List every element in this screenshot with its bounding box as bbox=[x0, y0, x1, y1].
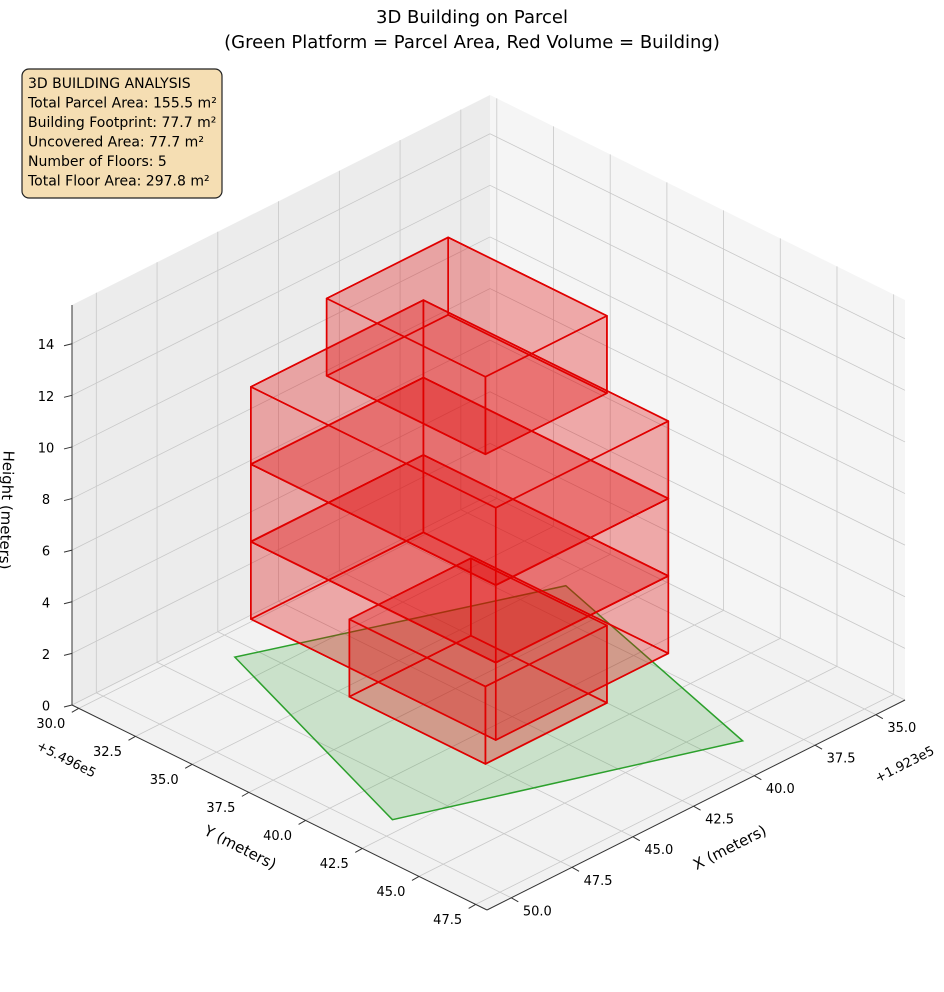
z-tick-label: 14 bbox=[38, 338, 55, 353]
grid-line bbox=[489, 288, 906, 494]
axis-line bbox=[71, 704, 488, 911]
grid-line bbox=[71, 184, 491, 396]
grid-line bbox=[71, 133, 491, 345]
grid-line bbox=[96, 692, 512, 899]
x-axis-label: X (meters) bbox=[690, 821, 769, 873]
x-offset: +1.923e5 bbox=[873, 744, 937, 787]
z-tick bbox=[63, 498, 73, 502]
grid-line bbox=[489, 133, 906, 340]
z-tick bbox=[63, 601, 73, 605]
grid-line bbox=[71, 236, 491, 448]
grid-line bbox=[489, 339, 906, 546]
axis-line bbox=[486, 699, 906, 911]
x-tick-label: 42.5 bbox=[705, 813, 734, 828]
y-tick bbox=[298, 819, 306, 825]
x-tick bbox=[693, 805, 701, 811]
grid-line bbox=[71, 391, 491, 603]
grid-line bbox=[489, 494, 906, 701]
grid-line bbox=[489, 184, 906, 391]
y-offset: +5.496e5 bbox=[34, 739, 98, 782]
x-tick-label: 45.0 bbox=[644, 843, 673, 858]
y-tick bbox=[128, 735, 136, 741]
info-line: Uncovered Area: 77.7 m² bbox=[28, 135, 204, 151]
info-line: Total Parcel Area: 155.5 m² bbox=[27, 96, 217, 112]
z-tick-label: 4 bbox=[42, 596, 50, 611]
y-tick-label: 30.0 bbox=[36, 717, 65, 732]
z-tick-label: 6 bbox=[42, 545, 50, 560]
right-pane bbox=[490, 95, 905, 700]
z-tick-label: 12 bbox=[38, 390, 55, 405]
parcel bbox=[233, 584, 745, 821]
x-tick-label: 37.5 bbox=[827, 752, 856, 767]
left-pane bbox=[72, 95, 490, 705]
x-tick bbox=[875, 714, 884, 720]
z-tick-label: 2 bbox=[42, 648, 50, 663]
z-tick bbox=[63, 343, 73, 347]
grid-line bbox=[475, 694, 894, 905]
y-tick bbox=[468, 903, 476, 909]
panes: 35.0 37.5 40.0 42.5 45.0 47.5 50.0 30.0 32.5 35.0… bbox=[36, 95, 916, 928]
building-face bbox=[348, 557, 608, 688]
y-tick-label: 37.5 bbox=[206, 801, 235, 816]
info-line: Total Floor Area: 297.8 m² bbox=[27, 174, 210, 190]
y-tick-label: 47.5 bbox=[433, 913, 462, 928]
y-tick bbox=[411, 875, 420, 881]
chart-subtitle: (Green Platform = Parcel Area, Red Volum… bbox=[224, 32, 720, 53]
info-box bbox=[21, 68, 223, 199]
x-tick bbox=[571, 866, 580, 872]
x-tick-label: 40.0 bbox=[766, 782, 795, 797]
floor-pane bbox=[72, 495, 905, 910]
y-tick-label: 45.0 bbox=[376, 885, 405, 900]
grid-line bbox=[489, 236, 906, 443]
chart-title: 3D Building on Parcel bbox=[376, 7, 568, 28]
y-tick-label: 35.0 bbox=[150, 773, 179, 788]
info-line: Building Footprint: 77.7 m² bbox=[28, 115, 216, 131]
z-tick-label: 0 bbox=[42, 700, 50, 715]
grid-line bbox=[156, 661, 573, 868]
y-tick bbox=[241, 791, 250, 797]
y-tick-label: 42.5 bbox=[320, 857, 349, 872]
grid-line bbox=[71, 339, 491, 551]
x-tick-label: 50.0 bbox=[523, 904, 552, 919]
z-tick-label: 8 bbox=[42, 493, 50, 508]
info-line: 3D BUILDING ANALYSIS bbox=[28, 76, 191, 92]
z-axis-label: Height (meters) bbox=[0, 450, 18, 570]
grid-line bbox=[489, 443, 906, 649]
grid-line bbox=[362, 638, 781, 849]
z-tick bbox=[63, 446, 73, 450]
x-tick bbox=[632, 836, 641, 842]
building-face bbox=[325, 236, 608, 378]
z-tick-label: 10 bbox=[38, 441, 55, 456]
y-tick-label: 32.5 bbox=[93, 745, 122, 760]
grid-line bbox=[71, 443, 491, 654]
y-tick-label: 40.0 bbox=[263, 829, 292, 844]
info-line: Number of Floors: 5 bbox=[28, 154, 167, 170]
y-tick bbox=[71, 707, 80, 713]
y-tick bbox=[184, 763, 193, 769]
x-tick bbox=[511, 897, 519, 903]
grid-line bbox=[489, 391, 906, 598]
x-tick bbox=[754, 775, 762, 781]
z-tick bbox=[63, 704, 73, 708]
x-tick bbox=[814, 744, 823, 750]
y-tick bbox=[355, 847, 363, 853]
x-tick-label: 35.0 bbox=[887, 721, 916, 736]
building-face bbox=[250, 299, 670, 509]
z-tick bbox=[63, 394, 73, 398]
grid-line bbox=[71, 288, 491, 499]
grid-line bbox=[418, 666, 838, 877]
grid-line bbox=[71, 494, 491, 706]
z-tick bbox=[63, 549, 73, 553]
x-tick-label: 47.5 bbox=[584, 874, 613, 889]
z-tick bbox=[63, 652, 73, 656]
marks bbox=[233, 236, 745, 821]
